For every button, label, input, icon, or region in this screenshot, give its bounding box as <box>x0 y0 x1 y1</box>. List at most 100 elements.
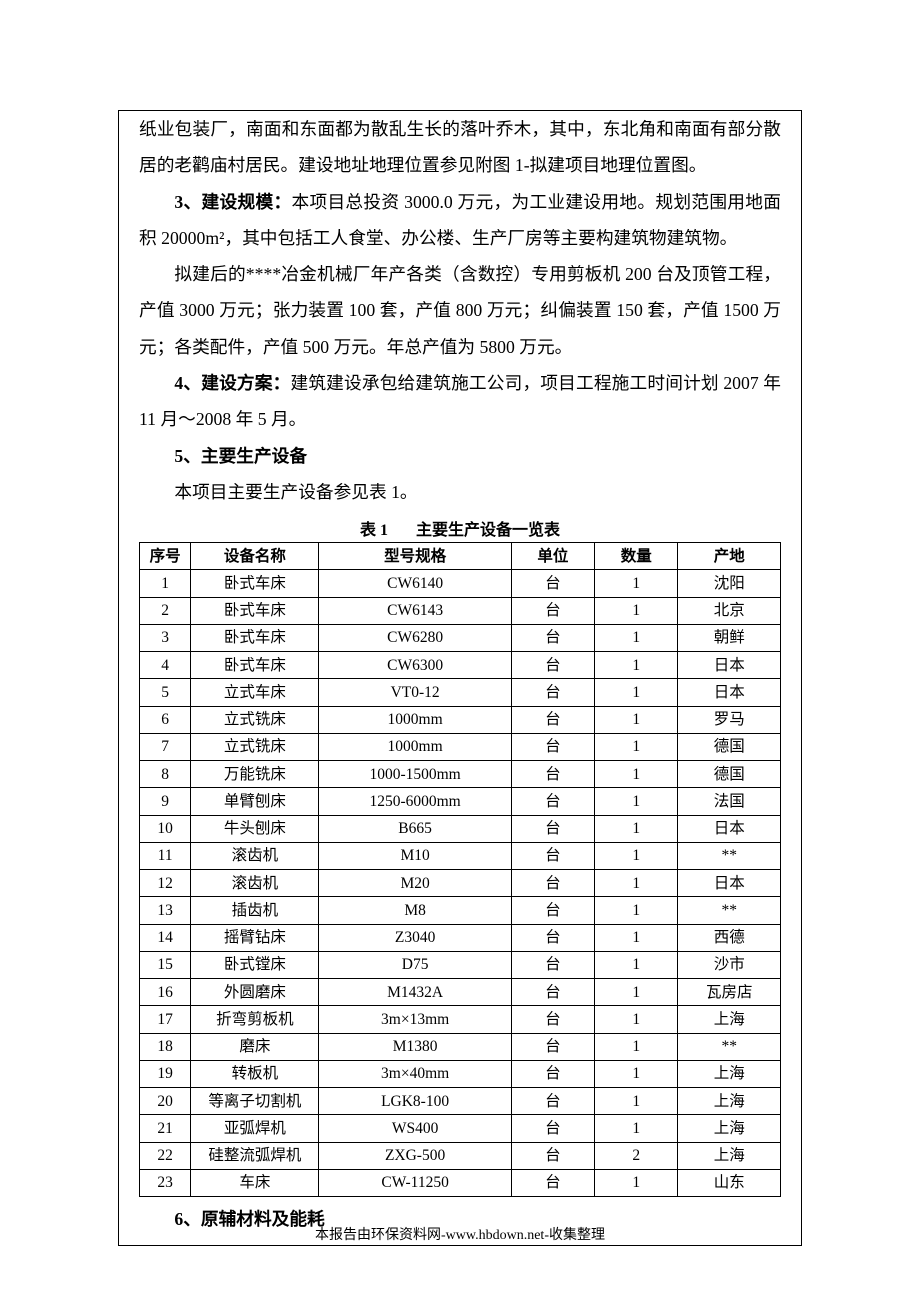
table-cell: Z3040 <box>319 924 511 951</box>
content-box: 纸业包装厂，南面和东面都为散乱生长的落叶乔木，其中，东北角和南面有部分散居的老鹳… <box>118 110 802 1246</box>
table-cell: M10 <box>319 842 511 869</box>
table-cell: 台 <box>511 1033 594 1060</box>
table-cell: 台 <box>511 570 594 597</box>
table-cell: 14 <box>140 924 191 951</box>
table-row: 1卧式车床CW6140台1沈阳 <box>140 570 781 597</box>
table-cell: 17 <box>140 1006 191 1033</box>
table-cell: 台 <box>511 788 594 815</box>
table-row: 4卧式车床CW6300台1日本 <box>140 652 781 679</box>
paragraph-section-3b: 拟建后的****冶金机械厂年产各类（含数控）专用剪板机 200 台及顶管工程，产… <box>139 256 781 365</box>
table-cell: 1 <box>595 761 678 788</box>
table-cell: 台 <box>511 1060 594 1087</box>
table-cell: 1 <box>595 951 678 978</box>
section-3-label: 3、建设规模： <box>174 192 291 212</box>
table-cell: 台 <box>511 1088 594 1115</box>
table-cell: 日本 <box>678 815 781 842</box>
table-row: 12滚齿机M20台1日本 <box>140 870 781 897</box>
table-cell: 1 <box>595 1033 678 1060</box>
col-header-name: 设备名称 <box>191 543 319 570</box>
table-cell: 德国 <box>678 733 781 760</box>
table-cell: 西德 <box>678 924 781 951</box>
table-cell: 上海 <box>678 1006 781 1033</box>
table-cell: 台 <box>511 597 594 624</box>
table-cell: B665 <box>319 815 511 842</box>
table-row: 13插齿机M8台1** <box>140 897 781 924</box>
table-cell: 1 <box>595 652 678 679</box>
table-cell: 立式铣床 <box>191 733 319 760</box>
table-cell: 9 <box>140 788 191 815</box>
table-cell: 5 <box>140 679 191 706</box>
table-cell: CW-11250 <box>319 1169 511 1196</box>
table-cell: 卧式车床 <box>191 570 319 597</box>
table-cell: 转板机 <box>191 1060 319 1087</box>
table-header-row: 序号 设备名称 型号规格 单位 数量 产地 <box>140 543 781 570</box>
table-cell: 台 <box>511 924 594 951</box>
table-cell: 台 <box>511 679 594 706</box>
table-1-caption-num: 表 1 <box>360 516 388 540</box>
col-header-origin: 产地 <box>678 543 781 570</box>
table-row: 22硅整流弧焊机ZXG-500台2上海 <box>140 1142 781 1169</box>
table-cell: 1 <box>595 733 678 760</box>
table-cell: 立式铣床 <box>191 706 319 733</box>
table-cell: CW6140 <box>319 570 511 597</box>
table-cell: 上海 <box>678 1115 781 1142</box>
table-cell: 法国 <box>678 788 781 815</box>
table-cell: 朝鲜 <box>678 624 781 651</box>
table-cell: 21 <box>140 1115 191 1142</box>
table-row: 15卧式镗床D75台1沙市 <box>140 951 781 978</box>
table-cell: 台 <box>511 624 594 651</box>
table-cell: 单臂刨床 <box>191 788 319 815</box>
table-cell: 日本 <box>678 870 781 897</box>
table-cell: 2 <box>140 597 191 624</box>
table-cell: 2 <box>595 1142 678 1169</box>
table-cell: 11 <box>140 842 191 869</box>
table-cell: LGK8-100 <box>319 1088 511 1115</box>
table-cell: WS400 <box>319 1115 511 1142</box>
table-cell: 卧式镗床 <box>191 951 319 978</box>
table-cell: 1250-6000mm <box>319 788 511 815</box>
page-footer: 本报告由环保资料网-www.hbdown.net-收集整理 <box>0 1224 920 1244</box>
table-cell: 万能铣床 <box>191 761 319 788</box>
table-cell: ** <box>678 842 781 869</box>
table-row: 23车床CW-11250台1山东 <box>140 1169 781 1196</box>
table-cell: 7 <box>140 733 191 760</box>
table-cell: 台 <box>511 761 594 788</box>
table-cell: 日本 <box>678 652 781 679</box>
table-row: 2卧式车床CW6143台1北京 <box>140 597 781 624</box>
table-cell: 硅整流弧焊机 <box>191 1142 319 1169</box>
table-1-caption: 表 1主要生产设备一览表 <box>139 516 781 540</box>
col-header-qty: 数量 <box>595 543 678 570</box>
table-cell: 23 <box>140 1169 191 1196</box>
table-cell: 1 <box>595 870 678 897</box>
table-cell: VT0-12 <box>319 679 511 706</box>
table-cell: 22 <box>140 1142 191 1169</box>
table-cell: 10 <box>140 815 191 842</box>
table-cell: 1000mm <box>319 706 511 733</box>
table-cell: 4 <box>140 652 191 679</box>
table-cell: 12 <box>140 870 191 897</box>
table-cell: 1 <box>140 570 191 597</box>
table-cell: 等离子切割机 <box>191 1088 319 1115</box>
table-cell: 台 <box>511 1115 594 1142</box>
table-row: 6立式铣床1000mm台1罗马 <box>140 706 781 733</box>
table-cell: CW6300 <box>319 652 511 679</box>
table-cell: 摇臂钻床 <box>191 924 319 951</box>
table-body: 1卧式车床CW6140台1沈阳2卧式车床CW6143台1北京3卧式车床CW628… <box>140 570 781 1197</box>
table-cell: 1 <box>595 570 678 597</box>
table-cell: 罗马 <box>678 706 781 733</box>
table-cell: 沙市 <box>678 951 781 978</box>
table-cell: 1 <box>595 842 678 869</box>
table-cell: 台 <box>511 815 594 842</box>
table-cell: 滚齿机 <box>191 870 319 897</box>
table-cell: 上海 <box>678 1088 781 1115</box>
col-header-unit: 单位 <box>511 543 594 570</box>
equipment-table: 序号 设备名称 型号规格 单位 数量 产地 1卧式车床CW6140台1沈阳2卧式… <box>139 542 781 1197</box>
table-cell: 折弯剪板机 <box>191 1006 319 1033</box>
table-cell: 1 <box>595 1088 678 1115</box>
table-cell: 沈阳 <box>678 570 781 597</box>
table-cell: 1 <box>595 679 678 706</box>
table-cell: 1 <box>595 788 678 815</box>
table-cell: 台 <box>511 706 594 733</box>
table-cell: ZXG-500 <box>319 1142 511 1169</box>
table-cell: 1 <box>595 597 678 624</box>
